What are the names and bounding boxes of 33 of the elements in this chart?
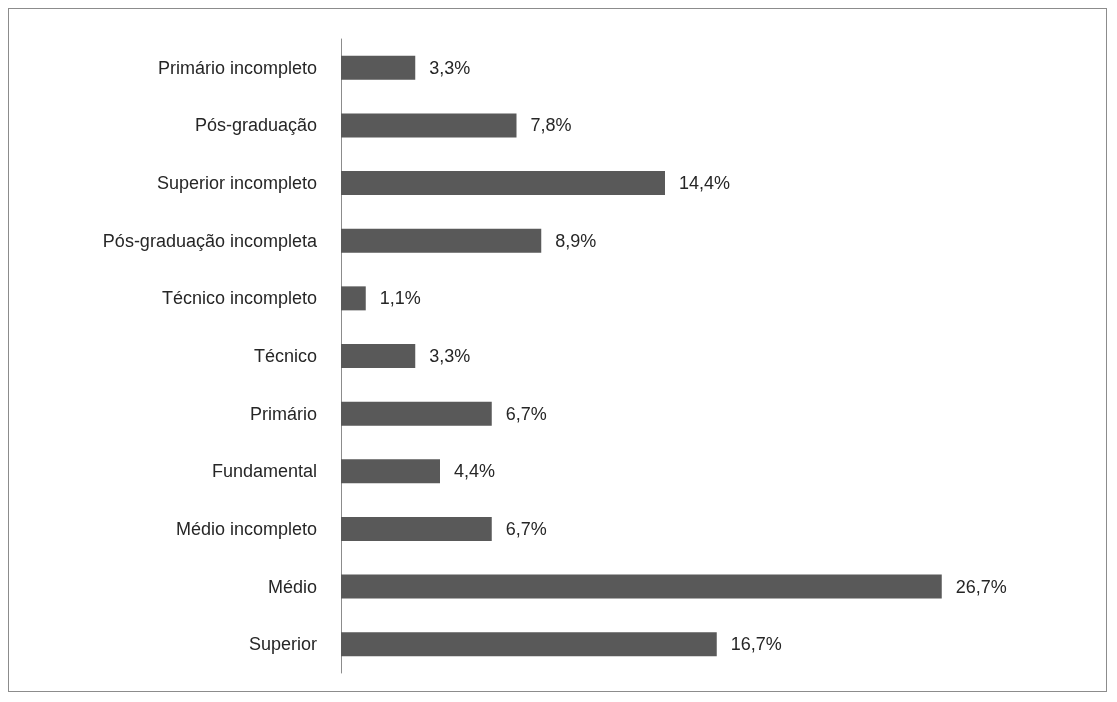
y-tick-label: Fundamental: [211, 461, 317, 482]
bar: [341, 574, 942, 599]
y-tick-label: Técnico incompleto: [161, 288, 317, 309]
y-tick-label: Médio incompleto: [175, 518, 317, 539]
data-label: 6,7%: [505, 403, 547, 424]
bar: [341, 516, 492, 541]
data-label: 16,7%: [730, 634, 782, 655]
bar: [341, 113, 517, 138]
data-label: 14,4%: [679, 173, 731, 194]
bar: [341, 55, 416, 80]
bar: [341, 228, 542, 253]
y-tick-label: Médio: [267, 576, 317, 597]
data-label: 6,7%: [505, 518, 547, 539]
data-label: 26,7%: [955, 576, 1007, 597]
y-tick-label: Pós-graduação: [194, 115, 317, 136]
y-tick-label: Primário: [249, 403, 317, 424]
bar: [341, 401, 492, 426]
data-label: 3,3%: [429, 57, 471, 78]
y-tick-label: Superior incompleto: [156, 173, 317, 194]
data-label: 8,9%: [555, 230, 597, 251]
data-label: 3,3%: [429, 346, 471, 366]
y-tick-label: Técnico: [253, 346, 317, 366]
bar: [341, 286, 366, 311]
y-tick-label: Primário incompleto: [157, 57, 317, 78]
bar: [341, 171, 665, 196]
bar: [341, 632, 717, 657]
bar: [341, 344, 416, 368]
y-tick-label: Superior: [248, 634, 317, 655]
data-label: 7,8%: [530, 115, 572, 136]
bar: [341, 459, 440, 484]
data-label: 1,1%: [379, 288, 421, 309]
y-tick-label: Pós-graduação incompleta: [102, 230, 318, 251]
data-label: 4,4%: [454, 461, 496, 482]
